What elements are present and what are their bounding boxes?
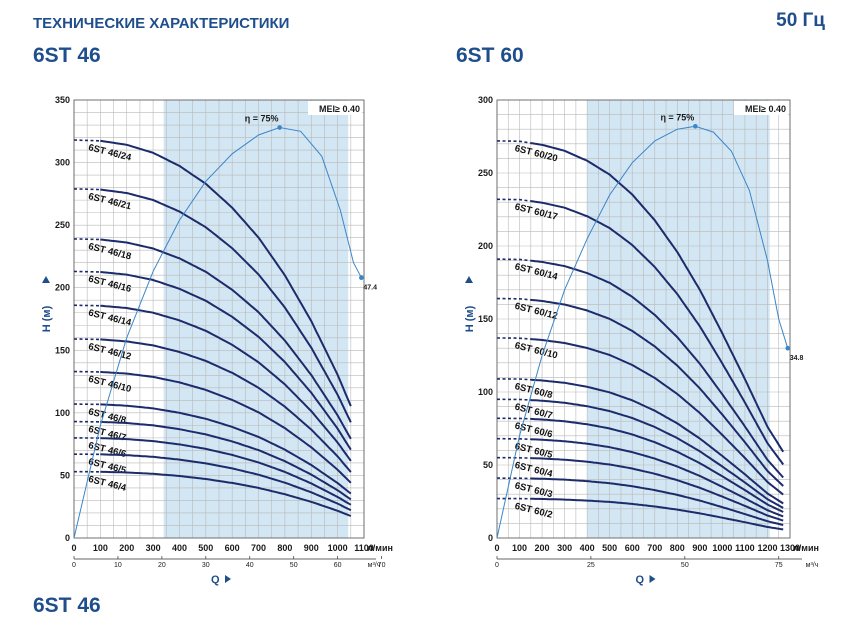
pump-curve-label: 6ST 46/12 bbox=[87, 341, 132, 362]
x-tick-label: 300 bbox=[146, 543, 161, 553]
x2-tick-label: 0 bbox=[72, 562, 76, 569]
x-tick-label: 900 bbox=[304, 543, 319, 553]
efficiency-end-marker bbox=[785, 346, 790, 351]
pump-curve-dashed bbox=[74, 305, 100, 306]
pump-curve-dashed bbox=[497, 299, 531, 300]
x-tick-label: 1200 bbox=[757, 543, 777, 553]
efficiency-peak-marker bbox=[693, 124, 698, 129]
x2-tick-label: 75 bbox=[775, 562, 783, 569]
y-tick-label: 100 bbox=[55, 408, 70, 418]
x2-tick-label: 20 bbox=[158, 562, 166, 569]
x-tick-label: 100 bbox=[93, 543, 108, 553]
y-axis-arrow-icon bbox=[42, 276, 50, 283]
x2-tick-label: 25 bbox=[587, 562, 595, 569]
pump-curve-dashed bbox=[74, 140, 100, 141]
pump-curve-label: 6ST 46/21 bbox=[87, 191, 133, 212]
y-tick-label: 0 bbox=[65, 533, 70, 543]
x-axis-arrow-icon bbox=[225, 575, 231, 583]
x-tick-label: 400 bbox=[580, 543, 595, 553]
pump-curve-dashed bbox=[497, 379, 531, 380]
efficiency-end-label: 34.8 bbox=[790, 355, 804, 362]
x-unit-label: л/мин bbox=[793, 543, 819, 553]
x-axis-title: Q bbox=[636, 574, 645, 586]
x-tick-label: 0 bbox=[494, 543, 499, 553]
x-tick-label: 500 bbox=[602, 543, 617, 553]
y-tick-label: 200 bbox=[478, 241, 493, 251]
pump-curve-label: 6ST 46/14 bbox=[87, 307, 133, 328]
y-axis-title: H (м) bbox=[41, 305, 53, 332]
x2-unit-label: м³/ч bbox=[806, 562, 819, 569]
x-tick-label: 400 bbox=[172, 543, 187, 553]
pump-curve-label: 6ST 46/4 bbox=[87, 474, 128, 494]
y-tick-label: 150 bbox=[478, 314, 493, 324]
y-tick-label: 250 bbox=[478, 168, 493, 178]
x-tick-label: 300 bbox=[557, 543, 572, 553]
pump-curve-dashed bbox=[497, 418, 531, 419]
y-axis-title: H (м) bbox=[464, 305, 476, 332]
mei-label: MEI≥ 0.40 bbox=[745, 104, 786, 114]
x-tick-label: 600 bbox=[625, 543, 640, 553]
y-tick-label: 100 bbox=[478, 387, 493, 397]
x2-tick-label: 40 bbox=[246, 562, 254, 569]
efficiency-label: η = 75% bbox=[660, 112, 694, 122]
y-tick-label: 300 bbox=[55, 158, 70, 168]
x2-unit-label: м³/ч bbox=[368, 562, 381, 569]
x-tick-label: 900 bbox=[692, 543, 707, 553]
pump-curve-dashed bbox=[497, 439, 531, 440]
x2-tick-label: 50 bbox=[290, 562, 298, 569]
pump-curve-label: 6ST 60/20 bbox=[513, 143, 558, 164]
x-tick-label: 600 bbox=[225, 543, 240, 553]
y-tick-label: 150 bbox=[55, 345, 70, 355]
y-tick-label: 50 bbox=[483, 460, 493, 470]
efficiency-peak-marker bbox=[277, 125, 282, 130]
y-tick-label: 350 bbox=[55, 95, 70, 105]
y-axis-arrow-icon bbox=[465, 276, 473, 283]
efficiency-end-marker bbox=[359, 275, 364, 280]
x-tick-label: 1100 bbox=[735, 543, 755, 553]
x2-tick-label: 0 bbox=[495, 562, 499, 569]
pump-curve-dashed bbox=[497, 199, 531, 201]
x-tick-label: 1000 bbox=[328, 543, 348, 553]
x-axis-arrow-icon bbox=[650, 575, 656, 583]
pump-curve-dashed bbox=[497, 399, 531, 400]
x-tick-label: 800 bbox=[670, 543, 685, 553]
x-tick-label: 200 bbox=[119, 543, 134, 553]
x-tick-label: 500 bbox=[198, 543, 213, 553]
pump-curve-dashed bbox=[497, 338, 531, 339]
x-tick-label: 1000 bbox=[712, 543, 732, 553]
y-tick-label: 250 bbox=[55, 220, 70, 230]
x-tick-label: 200 bbox=[535, 543, 550, 553]
mei-label: MEI≥ 0.40 bbox=[319, 104, 360, 114]
efficiency-end-label: 47.4 bbox=[363, 285, 377, 292]
x2-tick-label: 50 bbox=[681, 562, 689, 569]
y-tick-label: 50 bbox=[60, 470, 70, 480]
pump-curve-dashed bbox=[497, 141, 531, 143]
x2-tick-label: 10 bbox=[114, 562, 122, 569]
x-tick-label: 800 bbox=[277, 543, 292, 553]
pump-curve-dashed bbox=[74, 239, 100, 240]
x-tick-label: 700 bbox=[251, 543, 266, 553]
pump-curve-label: 6ST 46/18 bbox=[87, 241, 132, 262]
y-tick-label: 0 bbox=[488, 533, 493, 543]
pump-curve-label: 6ST 60/10 bbox=[513, 340, 558, 361]
y-tick-label: 200 bbox=[55, 283, 70, 293]
x-unit-label: л/мин bbox=[367, 543, 393, 553]
efficiency-label: η = 75% bbox=[245, 114, 279, 124]
pump-curve-dashed bbox=[74, 189, 100, 190]
x2-tick-label: 30 bbox=[202, 562, 210, 569]
y-tick-label: 300 bbox=[478, 95, 493, 105]
x-axis-title: Q bbox=[211, 574, 220, 586]
pump-curve-label: 6ST 46/10 bbox=[87, 374, 132, 395]
pump-curve-dashed bbox=[74, 271, 100, 272]
x-tick-label: 0 bbox=[71, 543, 76, 553]
x-tick-label: 700 bbox=[647, 543, 662, 553]
x-tick-label: 100 bbox=[512, 543, 527, 553]
pump-curve-label: 6ST 46/16 bbox=[87, 274, 132, 295]
x2-tick-label: 60 bbox=[334, 562, 342, 569]
